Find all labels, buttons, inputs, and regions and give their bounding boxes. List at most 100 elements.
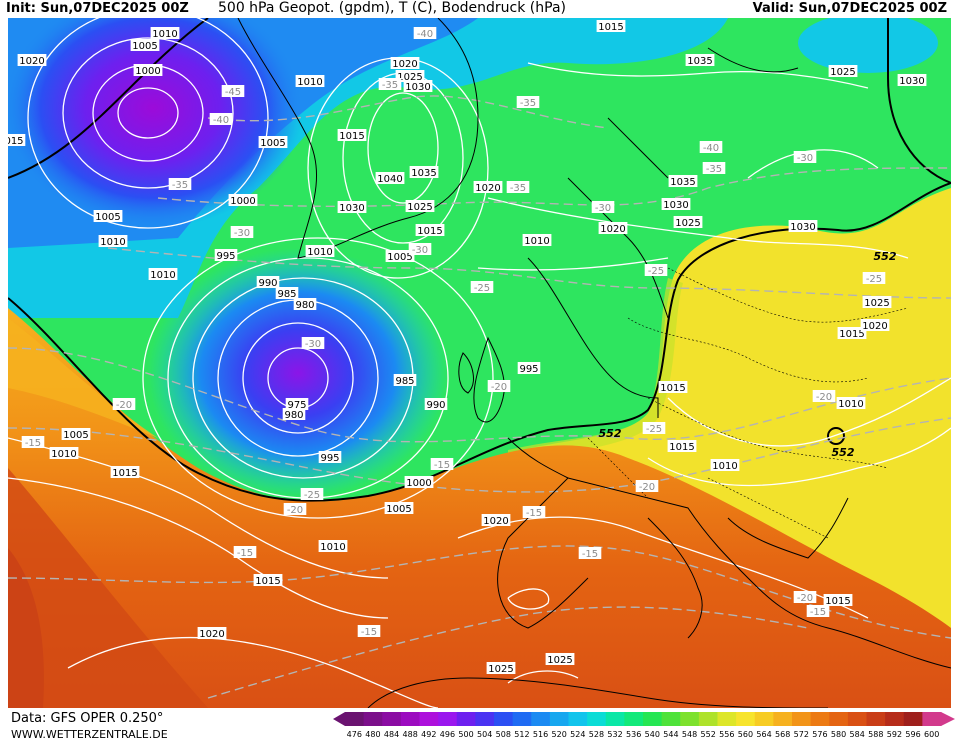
isobar-label-bg xyxy=(275,287,299,299)
contour-552-b xyxy=(887,18,951,184)
isotherm-label-text: -35 xyxy=(510,183,526,194)
scale-swatch xyxy=(643,712,663,726)
isobar-label-bg xyxy=(596,20,626,32)
isotherm-label-text: -40 xyxy=(213,115,229,126)
isobar-label-text: 985 xyxy=(277,289,296,300)
isotherm-label-bg xyxy=(112,398,136,410)
isobar-label-text: 1010 xyxy=(320,542,345,553)
isotherm-label: -15 xyxy=(357,625,381,638)
scale-swatch xyxy=(400,712,420,726)
scale-swatch xyxy=(773,712,793,726)
isotherm-label-bg xyxy=(357,625,381,637)
isobar-label-bg xyxy=(828,65,858,77)
isobar-label: 1020 xyxy=(17,54,47,67)
isotherm-label: -25 xyxy=(862,272,886,285)
isobar-label-text: 995 xyxy=(320,453,339,464)
isobar-label-text: 980 xyxy=(284,410,303,421)
scale-swatch xyxy=(568,712,588,726)
scale-tick-label: 536 xyxy=(626,730,641,739)
isobar-label: 1025 xyxy=(486,662,516,675)
isobar-label-text: 1005 xyxy=(63,430,88,441)
isobar-label: 1015 xyxy=(415,224,445,237)
isotherm-label: -35 xyxy=(378,78,402,91)
isobar-label-text: 1015 xyxy=(669,442,694,453)
isotherm-label-bg xyxy=(812,390,836,402)
isotherm-label-text: -20 xyxy=(816,392,832,403)
isobar-label-bg xyxy=(393,374,417,386)
isobar-label-bg xyxy=(17,54,47,66)
isobar-label-bg xyxy=(658,381,688,393)
isobar-label: 1015 xyxy=(823,594,853,607)
isotherm-label-text: -20 xyxy=(491,382,507,393)
isotherm-label-text: -15 xyxy=(526,508,542,519)
isobar-label-text: 1015 xyxy=(825,596,850,607)
isobar-label: 1015 xyxy=(837,327,867,340)
isotherm-label: -25 xyxy=(470,281,494,294)
isotherm-label: -25 xyxy=(644,264,668,277)
scale-tick-label: 500 xyxy=(458,730,473,739)
isotherm-label-text: -30 xyxy=(412,245,428,256)
isotherm-label: -35 xyxy=(506,181,530,194)
isotherm-label: -15 xyxy=(233,546,257,559)
isotherm-label: -35 xyxy=(702,162,726,175)
isobar-label: 1015 xyxy=(658,381,688,394)
isotherm-label: -30 xyxy=(793,151,817,164)
isobar-label-bg xyxy=(405,200,435,212)
scale-tick-label: 524 xyxy=(570,730,585,739)
isobar-label-bg xyxy=(486,662,516,674)
isobar-label-text: 1000 xyxy=(135,66,160,77)
isobar-label-text: 1010 xyxy=(712,461,737,472)
isobar-label-bg xyxy=(395,70,425,82)
scale-swatch xyxy=(903,712,923,726)
isobar-label: 985 xyxy=(393,374,417,387)
isobar-label-bg xyxy=(337,129,367,141)
isobar-label: 1035 xyxy=(668,175,698,188)
isotherm-label-bg xyxy=(516,96,540,108)
scale-swatch xyxy=(345,712,365,726)
isotherm-label: -35 xyxy=(516,96,540,109)
isobar-label: 1025 xyxy=(828,65,858,78)
scale-swatch xyxy=(792,712,812,726)
isobar-label: 1000 xyxy=(133,64,163,77)
field-orange-south xyxy=(8,308,951,708)
isobar-label-text: 1015 xyxy=(839,329,864,340)
isotherm-label-bg xyxy=(168,178,192,190)
field-deep-orange-sw xyxy=(8,468,208,708)
isobar-label: 1015 xyxy=(337,129,367,142)
isotherm-label-bg xyxy=(430,458,454,470)
isotherm-label-text: -25 xyxy=(474,283,490,294)
isobar-label: 1025 xyxy=(673,216,703,229)
scale-tick-label: 532 xyxy=(607,730,622,739)
field-orange-light xyxy=(8,318,158,438)
isobar-label-text: 1030 xyxy=(899,76,924,87)
isobar-label: 1035 xyxy=(409,166,439,179)
scale-arrow-left xyxy=(333,712,345,726)
scale-tick-label: 592 xyxy=(887,730,902,739)
isobar-label-text: 995 xyxy=(216,251,235,262)
isotherm-label: -30 xyxy=(408,243,432,256)
map-title: 500 hPa Geopot. (gpdm), T (C), Bodendruc… xyxy=(218,0,566,16)
isobar-label: 1020 xyxy=(598,222,628,235)
isobar-label-text: 1005 xyxy=(95,212,120,223)
isobar-label-bg xyxy=(522,234,552,246)
isobar-label-bg xyxy=(93,210,123,222)
isotherm-label-bg xyxy=(301,337,325,349)
isobar-label-text: 1015 xyxy=(255,576,280,587)
geopot-label: 552 xyxy=(599,427,622,440)
geopot-label: 552 xyxy=(832,446,855,459)
isobar-label-text: 1000 xyxy=(406,478,431,489)
coastlines xyxy=(237,18,951,708)
isobar-label: 1005 xyxy=(93,210,123,223)
scale-tick-label: 492 xyxy=(421,730,436,739)
geopot-label-text: 552 xyxy=(832,446,855,459)
isotherm-label-bg xyxy=(522,506,546,518)
scale-swatch xyxy=(587,712,607,726)
isobar-label: 1005 xyxy=(384,502,414,515)
isobar-label: 1020 xyxy=(473,181,503,194)
isobar-label-bg xyxy=(375,172,405,184)
isobar-label-text: 1020 xyxy=(862,321,887,332)
isobar-label-text: 1000 xyxy=(230,196,255,207)
isotherm-label: -15 xyxy=(522,506,546,519)
low-greenland xyxy=(8,18,303,228)
scale-swatch xyxy=(717,712,737,726)
